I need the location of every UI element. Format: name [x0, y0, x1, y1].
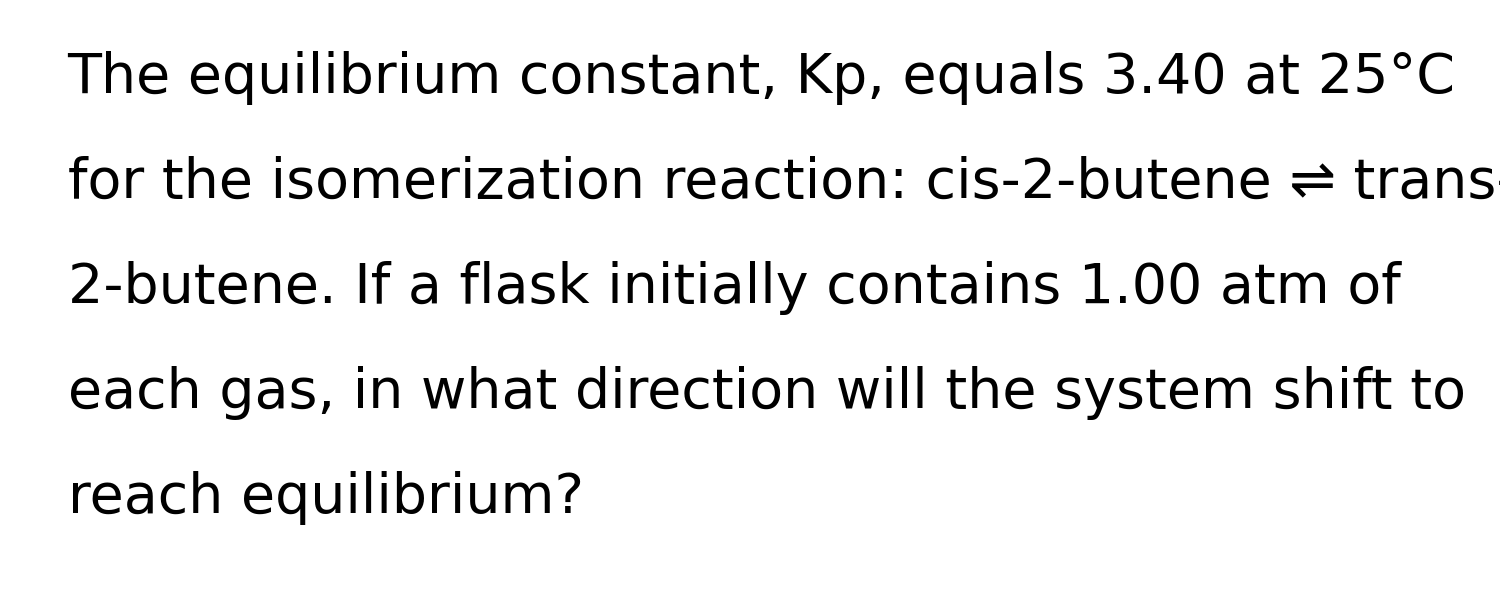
Text: reach equilibrium?: reach equilibrium?	[68, 471, 584, 525]
Text: The equilibrium constant, Kp, equals 3.40 at 25°C: The equilibrium constant, Kp, equals 3.4…	[68, 51, 1455, 105]
Text: for the isomerization reaction: cis-2-butene ⇌ trans-: for the isomerization reaction: cis-2-bu…	[68, 156, 1500, 210]
Text: 2-butene. If a flask initially contains 1.00 atm of: 2-butene. If a flask initially contains …	[68, 261, 1401, 315]
Text: each gas, in what direction will the system shift to: each gas, in what direction will the sys…	[68, 366, 1466, 420]
